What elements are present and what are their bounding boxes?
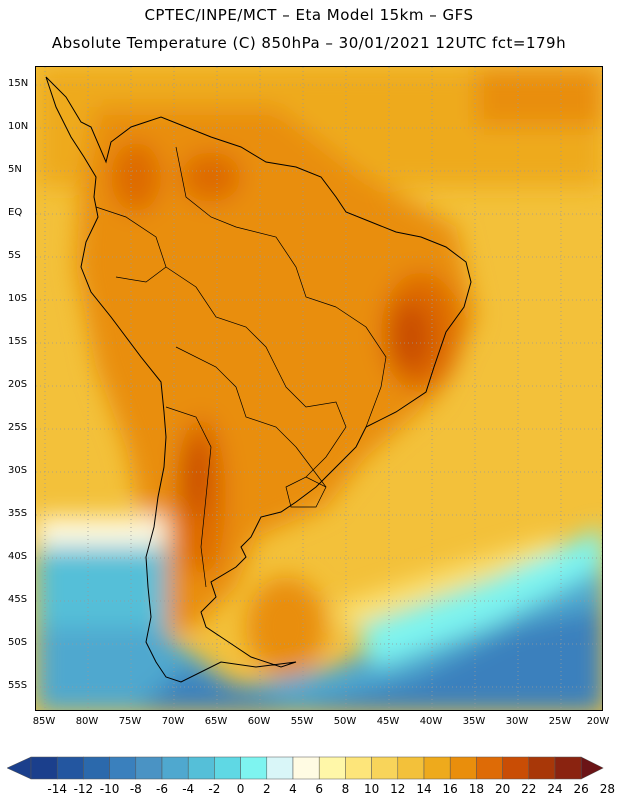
map-canvas: [36, 67, 602, 710]
temperature-map[interactable]: [35, 66, 603, 711]
lon-label: 60W: [247, 716, 271, 727]
colorbar-label: 24: [547, 782, 563, 796]
colorbar-label: -6: [156, 782, 168, 796]
colorbar-label: -14: [47, 782, 67, 796]
colorbar-label: -12: [73, 782, 94, 796]
lat-label: 45S: [8, 594, 28, 605]
country-borders: [95, 146, 387, 588]
colorbar-swatch: [423, 756, 451, 780]
lon-label: 35W: [462, 716, 486, 727]
coastline: [45, 76, 472, 683]
colorbar-swatch: [161, 756, 189, 780]
colorbar-label: 18: [468, 782, 485, 796]
colorbar-swatch: [135, 756, 163, 780]
colorbar-swatch: [292, 756, 320, 780]
colorbar-label: 2: [262, 782, 271, 796]
colorbar-label: 16: [442, 782, 458, 796]
chart-subtitle: Absolute Temperature (C) 850hPa – 30/01/…: [51, 34, 567, 52]
lon-label: 50W: [333, 716, 357, 727]
colorbar-label: 22: [521, 782, 537, 796]
lon-label: 65W: [204, 716, 228, 727]
colorbar-arrow-high: [580, 756, 604, 780]
colorbar-label: 14: [416, 782, 432, 796]
colorbar-swatch: [240, 756, 268, 780]
colorbar-label: -4: [182, 782, 195, 796]
lat-label: 15N: [8, 78, 29, 89]
lat-label: 50S: [8, 637, 28, 648]
lat-label: 5N: [8, 164, 22, 175]
colorbar-label: 8: [341, 782, 350, 796]
lat-label: 40S: [8, 551, 28, 562]
lon-label: 75W: [118, 716, 142, 727]
lon-label: 85W: [32, 716, 56, 727]
colorbar-label: -8: [129, 782, 142, 796]
colorbar-label: -2: [208, 782, 221, 796]
lon-label: 40W: [419, 716, 443, 727]
colorbar-arrow-low: [6, 756, 32, 780]
colorbar-swatch: [266, 756, 294, 780]
colorbar-swatch: [345, 756, 372, 780]
lon-label: 25W: [548, 716, 572, 727]
colorbar-swatch: [528, 756, 556, 780]
colorbar-label: 0: [236, 782, 245, 796]
colorbar-swatch: [214, 756, 241, 780]
colorbar-label: 26: [573, 782, 589, 796]
lon-label: 70W: [161, 716, 185, 727]
color-legend: [6, 756, 604, 780]
colorbar-swatch: [187, 756, 215, 780]
colorbar-swatch: [318, 756, 346, 780]
colorbar-swatch: [30, 756, 58, 780]
graticule: [36, 67, 602, 710]
colorbar-label: 20: [494, 782, 511, 796]
colorbar-swatch: [554, 756, 582, 780]
chart-title: CPTEC/INPE/MCT – Eta Model 15km – GFS: [144, 6, 474, 24]
colorbar-swatch: [109, 756, 137, 780]
colorbar-label: 10: [363, 782, 380, 796]
lat-label: EQ: [8, 207, 23, 218]
colorbar-label: 4: [289, 782, 297, 796]
lon-label: 30W: [505, 716, 529, 727]
colorbar-swatch: [371, 756, 399, 780]
lon-label: 45W: [376, 716, 400, 727]
lon-label: 55W: [290, 716, 314, 727]
lat-label: 20S: [8, 379, 28, 390]
temperature-field: [36, 67, 602, 710]
lat-label: 10S: [8, 293, 28, 304]
lat-label: 30S: [8, 465, 28, 476]
lon-label: 20W: [586, 716, 610, 727]
lon-label: 80W: [75, 716, 99, 727]
colorbar-label: 6: [315, 782, 323, 796]
lat-label: 5S: [8, 250, 21, 261]
colorbar-label: -10: [99, 782, 120, 796]
lat-label: 25S: [8, 422, 28, 433]
colorbar-swatch: [56, 756, 84, 780]
colorbar-label: 12: [390, 782, 406, 796]
colorbar-swatch: [502, 756, 530, 780]
colorbar-swatch: [476, 756, 503, 780]
lat-label: 55S: [8, 680, 28, 691]
colorbar-swatch: [83, 756, 110, 780]
lat-label: 15S: [8, 336, 28, 347]
colorbar-swatch: [397, 756, 425, 780]
colorbar-swatch: [449, 756, 477, 780]
lat-label: 35S: [8, 508, 28, 519]
lat-label: 10N: [8, 121, 29, 132]
colorbar-label: 28: [599, 782, 616, 796]
